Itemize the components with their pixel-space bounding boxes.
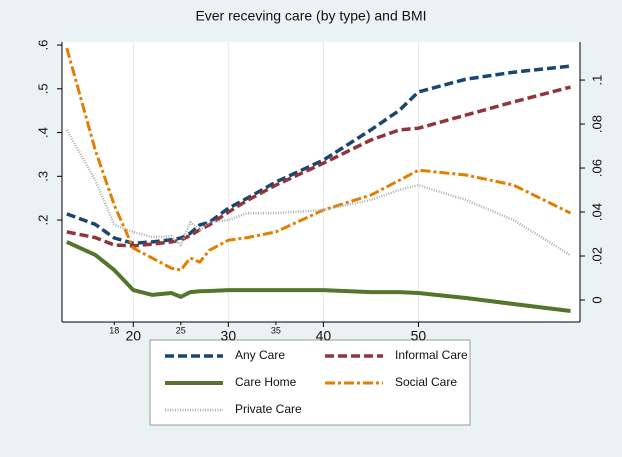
x-tick-label: 40	[316, 328, 332, 344]
line-series	[66, 64, 571, 246]
chart-title: Ever receving care (by type) and BMI	[195, 8, 426, 24]
y-tick-label: .4	[35, 127, 50, 138]
y-tick-label: .2	[35, 215, 50, 226]
plot-area	[62, 42, 580, 322]
line-series	[66, 85, 571, 248]
x-tick-label: 50	[411, 328, 427, 344]
x-tick-label: 30	[221, 328, 237, 344]
y-tick-label: .5	[35, 83, 50, 94]
y2-tick-label: .1	[589, 75, 604, 86]
line-series	[65, 240, 571, 313]
line-series	[65, 129, 572, 257]
y2-tick-label: .08	[589, 115, 604, 133]
line-series	[65, 47, 572, 272]
legend-label: Any Care	[235, 348, 285, 362]
y-tick-label: .3	[35, 171, 50, 182]
y2-tick-label: .04	[589, 203, 604, 221]
legend-label: Private Care	[235, 402, 302, 416]
x-minor-tick-label: 35	[271, 325, 281, 335]
y-tick-label: .6	[35, 40, 50, 51]
legend-label: Social Care	[395, 375, 457, 389]
legend-label: Informal Care	[395, 348, 468, 362]
x-minor-tick-label: 25	[176, 325, 186, 335]
y2-tick-label: .06	[589, 159, 604, 177]
y2-tick-label: .02	[589, 247, 604, 265]
legend-label: Care Home	[235, 375, 297, 389]
x-tick-label: 20	[125, 328, 141, 344]
x-minor-tick-label: 18	[109, 325, 119, 335]
y2-tick-label: 0	[589, 296, 604, 303]
